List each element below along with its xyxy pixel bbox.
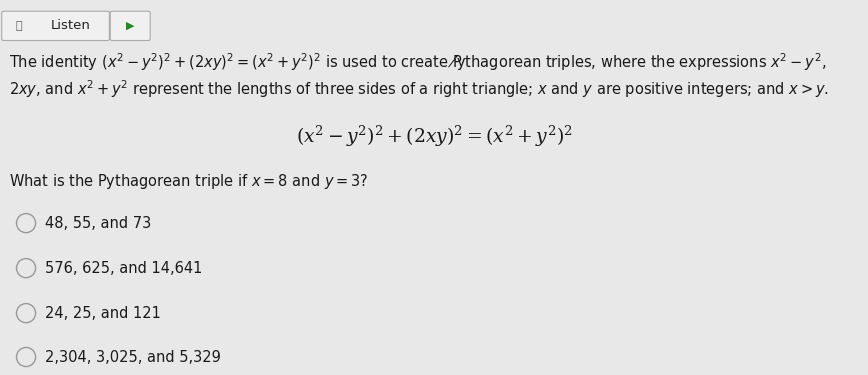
- Text: 2,304, 3,025, and 5,329: 2,304, 3,025, and 5,329: [45, 350, 221, 364]
- Text: 🔈: 🔈: [16, 21, 23, 31]
- FancyBboxPatch shape: [110, 11, 150, 40]
- Text: The identity $(x^2-y^2)^2+(2xy)^2=(x^2+y^2)^2$ is used to create P$\!\not\!$ytha: The identity $(x^2-y^2)^2+(2xy)^2=(x^2+y…: [9, 51, 826, 73]
- Text: What is the Pythagorean triple if $x=8$ and $y=3$?: What is the Pythagorean triple if $x=8$ …: [9, 172, 368, 191]
- Text: Listen: Listen: [50, 20, 90, 32]
- Text: $(x^2-y^2)^2+(2xy)^2=(x^2+y^2)^2$: $(x^2-y^2)^2+(2xy)^2=(x^2+y^2)^2$: [296, 124, 572, 150]
- Text: $2xy$, and $x^2+y^2$ represent the lengths of three sides of a right triangle; $: $2xy$, and $x^2+y^2$ represent the lengt…: [9, 78, 829, 100]
- Text: 24, 25, and 121: 24, 25, and 121: [45, 306, 161, 321]
- Text: ▶: ▶: [126, 21, 135, 31]
- FancyBboxPatch shape: [2, 11, 109, 40]
- Text: 576, 625, and 14,641: 576, 625, and 14,641: [45, 261, 202, 276]
- Text: 48, 55, and 73: 48, 55, and 73: [45, 216, 151, 231]
